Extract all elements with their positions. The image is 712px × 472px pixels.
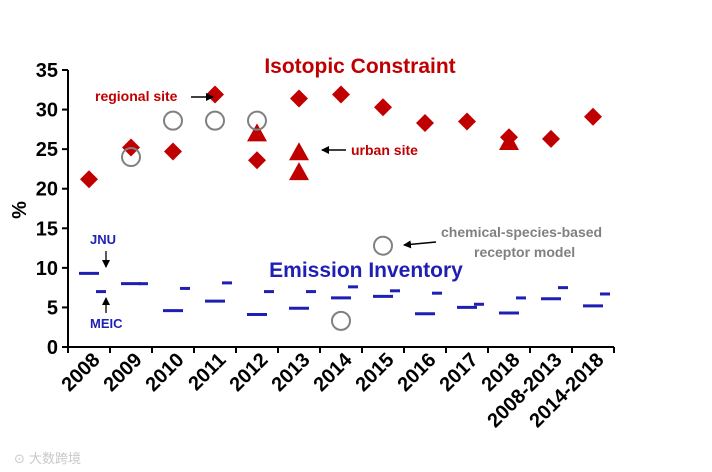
receptor-model-arrow xyxy=(403,240,437,249)
series-long-dash xyxy=(79,271,603,317)
watermark-logo-icon: ⊙ xyxy=(14,452,25,467)
chart-marks xyxy=(79,85,610,331)
regional-site-point xyxy=(416,114,434,133)
urban-site-annotation: urban site xyxy=(351,142,418,158)
x-tick-label: 2015 xyxy=(352,349,399,396)
regional-site-point xyxy=(332,85,350,104)
regional-site-point xyxy=(458,112,476,131)
y-tick-label: 10 xyxy=(36,258,58,280)
x-tick-label: 2014 xyxy=(310,348,358,396)
receptor-model-point xyxy=(331,310,351,331)
urban-site-point xyxy=(289,142,309,161)
regional-site-point xyxy=(374,98,392,117)
regional-site-annotation: regional site xyxy=(95,88,178,104)
urban-site-point xyxy=(247,123,267,142)
regional-site-point xyxy=(542,129,560,148)
meic-annotation: MEIC xyxy=(90,316,123,331)
x-tick-label: 2009 xyxy=(100,349,147,396)
series-triangle xyxy=(247,123,519,181)
regional-site-point xyxy=(584,107,602,126)
y-tick-label: 0 xyxy=(47,337,58,359)
regional-site-point xyxy=(206,85,224,104)
regional-site-point xyxy=(248,151,266,170)
receptor-model-annotation-line1: chemical-species-based xyxy=(441,224,602,240)
y-tick-label: 15 xyxy=(36,218,58,240)
x-tick-label: 2011 xyxy=(184,349,230,395)
receptor-model-point xyxy=(205,110,225,131)
y-axis-label: % xyxy=(9,201,31,219)
y-tick-label: 5 xyxy=(47,297,58,319)
x-tick-label: 2012 xyxy=(226,349,273,396)
urban-site-point xyxy=(289,162,309,181)
receptor-model-point xyxy=(121,147,141,168)
y-tick-label: 20 xyxy=(36,179,58,201)
x-tick-label: 2016 xyxy=(394,349,441,396)
y-tick-label: 25 xyxy=(36,139,58,161)
urban-site-point xyxy=(499,132,519,151)
x-tick-label: 2008 xyxy=(58,349,105,396)
receptor-model-point xyxy=(373,235,393,256)
jnu-annotation: JNU xyxy=(90,232,116,247)
y-tick-label: 30 xyxy=(36,100,58,122)
receptor-model-point xyxy=(247,110,267,131)
x-tick-label: 2017 xyxy=(436,349,483,396)
watermark-text: 大数跨境 xyxy=(29,452,82,467)
series-circle xyxy=(121,110,393,331)
isotopic-constraint-label: Isotopic Constraint xyxy=(264,55,455,78)
series-short-dash xyxy=(96,281,610,306)
x-tick-label: 2010 xyxy=(142,349,189,396)
regional-site-point xyxy=(164,142,182,161)
receptor-model-annotation-line2: receptor model xyxy=(474,244,575,260)
y-tick-label: 35 xyxy=(36,60,58,82)
regional-site-point xyxy=(290,89,308,108)
receptor-model-point xyxy=(163,110,183,131)
x-tick-label: 2013 xyxy=(268,349,315,396)
emission-inventory-label: Emission Inventory xyxy=(269,259,463,282)
watermark: ⊙ 大数跨境 xyxy=(14,448,81,467)
regional-site-point xyxy=(80,170,98,189)
